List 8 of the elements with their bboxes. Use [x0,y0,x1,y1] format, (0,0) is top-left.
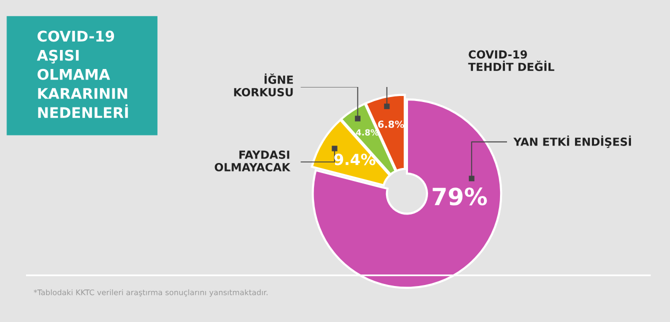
data-label: 6.8% [378,120,404,128]
data-label: 9.4% [334,154,376,166]
data-label: 79% [432,188,487,206]
slice-label: YAN ETKİ ENDİŞESİ [513,136,631,148]
text: COVID-19 AŞISI OLMAMA KARARININ NEDENLERİ [36,30,128,118]
slice-label: FAYDASI OLMAYACAK [214,150,291,172]
slice-label: COVID-19 TEHDİT DEĞİL [468,50,554,72]
slice-label: İĞNE KORKUSU [234,74,293,96]
